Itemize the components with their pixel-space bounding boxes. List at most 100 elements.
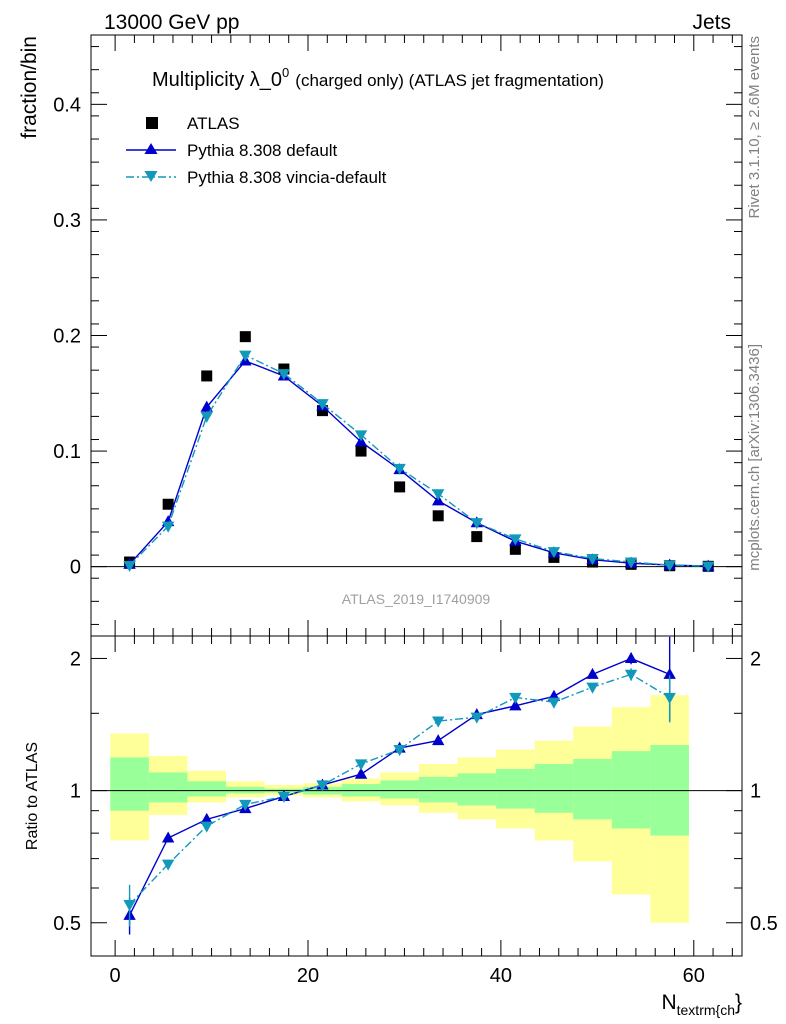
main-point-atlas-3 — [239, 331, 251, 343]
main-point-atlas-8 — [432, 510, 444, 522]
main-point-s2-10 — [509, 534, 522, 546]
xlabel-tail: } — [735, 991, 742, 1014]
xtick-label-3: 60 — [683, 965, 705, 987]
ratio-point-s0-8 — [432, 734, 445, 746]
analysis-watermark: ATLAS_2019_I1740909 — [342, 591, 491, 607]
ratio-point-s0-1 — [161, 831, 175, 843]
main-point-s2-6 — [354, 430, 368, 442]
xlabel-main: N — [661, 991, 676, 1014]
main-point-atlas-9 — [471, 531, 483, 543]
xtick-label-2: 40 — [490, 965, 512, 987]
ratio-point-s0-14 — [663, 667, 676, 679]
ratio-point-s1-3 — [239, 799, 252, 811]
header-right: Jets — [692, 11, 731, 34]
ratio-point-s1-6 — [354, 759, 368, 771]
ratio-ytick-label-left-0: 0.5 — [53, 913, 81, 935]
ratio-band-inner-0 — [110, 757, 149, 811]
main-point-s2-1 — [161, 521, 175, 533]
main-point-s2-8 — [432, 489, 445, 501]
main-point-atlas-5 — [316, 405, 328, 417]
main-point-atlas-4 — [278, 363, 290, 375]
ratio-point-s1-2 — [200, 821, 213, 833]
xtick-label-0: 0 — [110, 965, 121, 987]
main-point-s2-13 — [624, 557, 638, 569]
main-point-s2-15 — [702, 561, 715, 573]
legend-label-default: Pythia 8.308 default — [187, 141, 338, 160]
plot-title-main: Multiplicity λ_0 — [152, 69, 282, 91]
ratio-point-s0-13 — [624, 651, 638, 664]
ratio-point-s0-2 — [200, 812, 213, 824]
ratio-point-s1-4 — [277, 791, 291, 803]
ratio-band-inner-7 — [380, 780, 419, 799]
main-series-layer — [123, 331, 715, 573]
ratio-point-s1-12 — [586, 682, 599, 694]
ratio-point-s1-13 — [624, 669, 638, 681]
ratio-band-inner-8 — [418, 776, 458, 803]
main-point-atlas-10 — [509, 543, 521, 555]
plot-title-suffix: (charged only) (ATLAS jet fragmentation) — [295, 71, 604, 90]
plot-title: Multiplicity λ_00 (charged only) (ATLAS j… — [152, 65, 604, 91]
ratio-point-s1-14 — [663, 692, 676, 704]
ratio-point-s0-10 — [509, 699, 522, 711]
ratio-point-s1-5 — [316, 780, 329, 792]
main-series-line-2 — [129, 354, 709, 567]
main-point-s2-3 — [239, 350, 252, 362]
ratio-point-s0-6 — [354, 767, 368, 779]
ratio-ytick-label-right-1: 1 — [750, 781, 761, 803]
main-point-atlas-2 — [201, 370, 213, 382]
main-point-s2-9 — [470, 518, 483, 530]
ratio-point-s1-0 — [123, 900, 136, 912]
xlabel-sub: textrm{ch — [677, 1002, 735, 1018]
ratio-band-inner-13 — [611, 751, 651, 829]
main-ytick-label-4: 0.4 — [53, 94, 81, 116]
ratio-ytick-label-left-2: 2 — [70, 648, 81, 670]
main-point-s1-2 — [200, 400, 213, 412]
ratio-band-inner-1 — [148, 772, 188, 803]
ratio-point-s1-9 — [470, 712, 483, 724]
legend-marker-atlas — [146, 117, 158, 129]
ratio-ytick-label-left-1: 1 — [70, 781, 81, 803]
main-ylabel: fraction/bin — [18, 36, 41, 139]
legend: ATLAS Pythia 8.308 default Pythia 8.308 … — [126, 114, 387, 187]
ratio-point-s1-1 — [161, 859, 175, 871]
ratio-band-inner-12 — [573, 759, 612, 820]
main-point-s2-2 — [200, 411, 213, 423]
main-point-s2-0 — [123, 560, 136, 572]
mcplots-label: mcplots.cern.ch [arXiv:1306.3436] — [746, 344, 763, 571]
ratio-series-layer — [123, 636, 676, 935]
xtick-label-1: 20 — [297, 965, 319, 987]
main-point-atlas-1 — [162, 498, 174, 510]
ratio-plot-area — [91, 695, 742, 923]
ratio-ylabel: Ratio to ATLAS — [24, 742, 41, 850]
ratio-series-line-1 — [129, 673, 671, 906]
main-point-s2-7 — [393, 463, 406, 475]
ratio-band-inner-2 — [187, 781, 227, 797]
xlabel: Ntextrm{ch} — [661, 991, 742, 1018]
ratio-band-inner-9 — [457, 773, 497, 806]
rivet-label: Rivet 3.1.10, ≥ 2.6M events — [746, 36, 763, 219]
plot-title-sup: 0 — [282, 65, 289, 80]
ratio-axes: 0.5 0.51 12 20 20 40 60 — [53, 635, 778, 987]
legend-marker-default — [144, 143, 158, 154]
main-point-atlas-6 — [355, 445, 367, 457]
ratio-point-s1-8 — [432, 716, 445, 728]
ratio-ytick-label-right-0: 0.5 — [750, 913, 778, 935]
legend-marker-vincia — [144, 171, 158, 182]
ratio-point-s0-12 — [586, 667, 599, 679]
ratio-point-s1-7 — [393, 745, 406, 757]
main-ytick-label-2: 0.2 — [53, 326, 81, 348]
main-ytick-label-1: 0.1 — [53, 441, 81, 463]
ratio-point-s1-10 — [509, 692, 522, 704]
legend-label-vincia: Pythia 8.308 vincia-default — [187, 168, 387, 187]
main-series-line-1 — [129, 360, 709, 567]
main-point-atlas-7 — [394, 481, 406, 493]
legend-label-atlas: ATLAS — [187, 114, 240, 133]
ratio-band-inner-11 — [534, 763, 574, 813]
ratio-point-s1-11 — [547, 697, 561, 709]
header-left: 13000 GeV pp — [104, 11, 239, 34]
ratio-band-inner-10 — [496, 769, 535, 809]
main-point-s2-11 — [547, 547, 561, 559]
ratio-ytick-label-right-2: 2 — [750, 648, 761, 670]
ratio-frame — [90, 635, 743, 957]
